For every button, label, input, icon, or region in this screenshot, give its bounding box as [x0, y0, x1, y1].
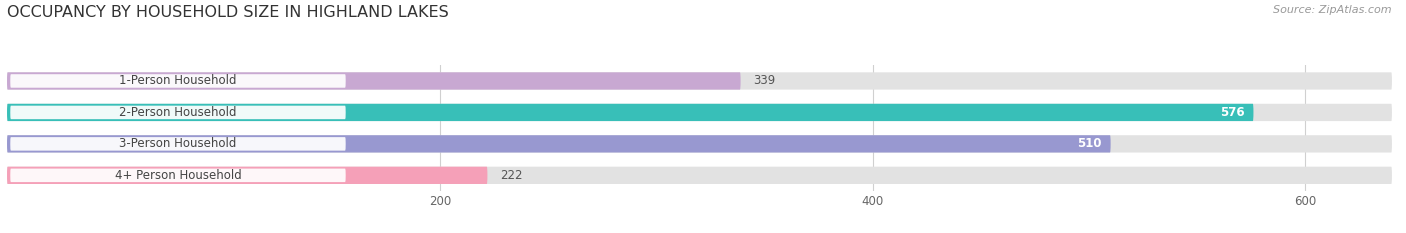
- FancyBboxPatch shape: [7, 135, 1111, 153]
- Text: 339: 339: [754, 75, 776, 87]
- FancyBboxPatch shape: [7, 104, 1392, 121]
- FancyBboxPatch shape: [10, 74, 346, 88]
- FancyBboxPatch shape: [7, 135, 1392, 153]
- FancyBboxPatch shape: [7, 104, 1254, 121]
- Text: 576: 576: [1220, 106, 1244, 119]
- FancyBboxPatch shape: [7, 72, 741, 90]
- Text: 222: 222: [501, 169, 523, 182]
- Text: OCCUPANCY BY HOUSEHOLD SIZE IN HIGHLAND LAKES: OCCUPANCY BY HOUSEHOLD SIZE IN HIGHLAND …: [7, 5, 449, 20]
- Text: 3-Person Household: 3-Person Household: [120, 137, 236, 150]
- Text: 2-Person Household: 2-Person Household: [120, 106, 236, 119]
- Text: 4+ Person Household: 4+ Person Household: [115, 169, 242, 182]
- FancyBboxPatch shape: [10, 106, 346, 119]
- Text: 510: 510: [1077, 137, 1102, 150]
- FancyBboxPatch shape: [10, 137, 346, 151]
- FancyBboxPatch shape: [10, 169, 346, 182]
- FancyBboxPatch shape: [7, 167, 1392, 184]
- Text: 1-Person Household: 1-Person Household: [120, 75, 236, 87]
- FancyBboxPatch shape: [7, 72, 1392, 90]
- Text: Source: ZipAtlas.com: Source: ZipAtlas.com: [1274, 5, 1392, 15]
- FancyBboxPatch shape: [7, 167, 488, 184]
